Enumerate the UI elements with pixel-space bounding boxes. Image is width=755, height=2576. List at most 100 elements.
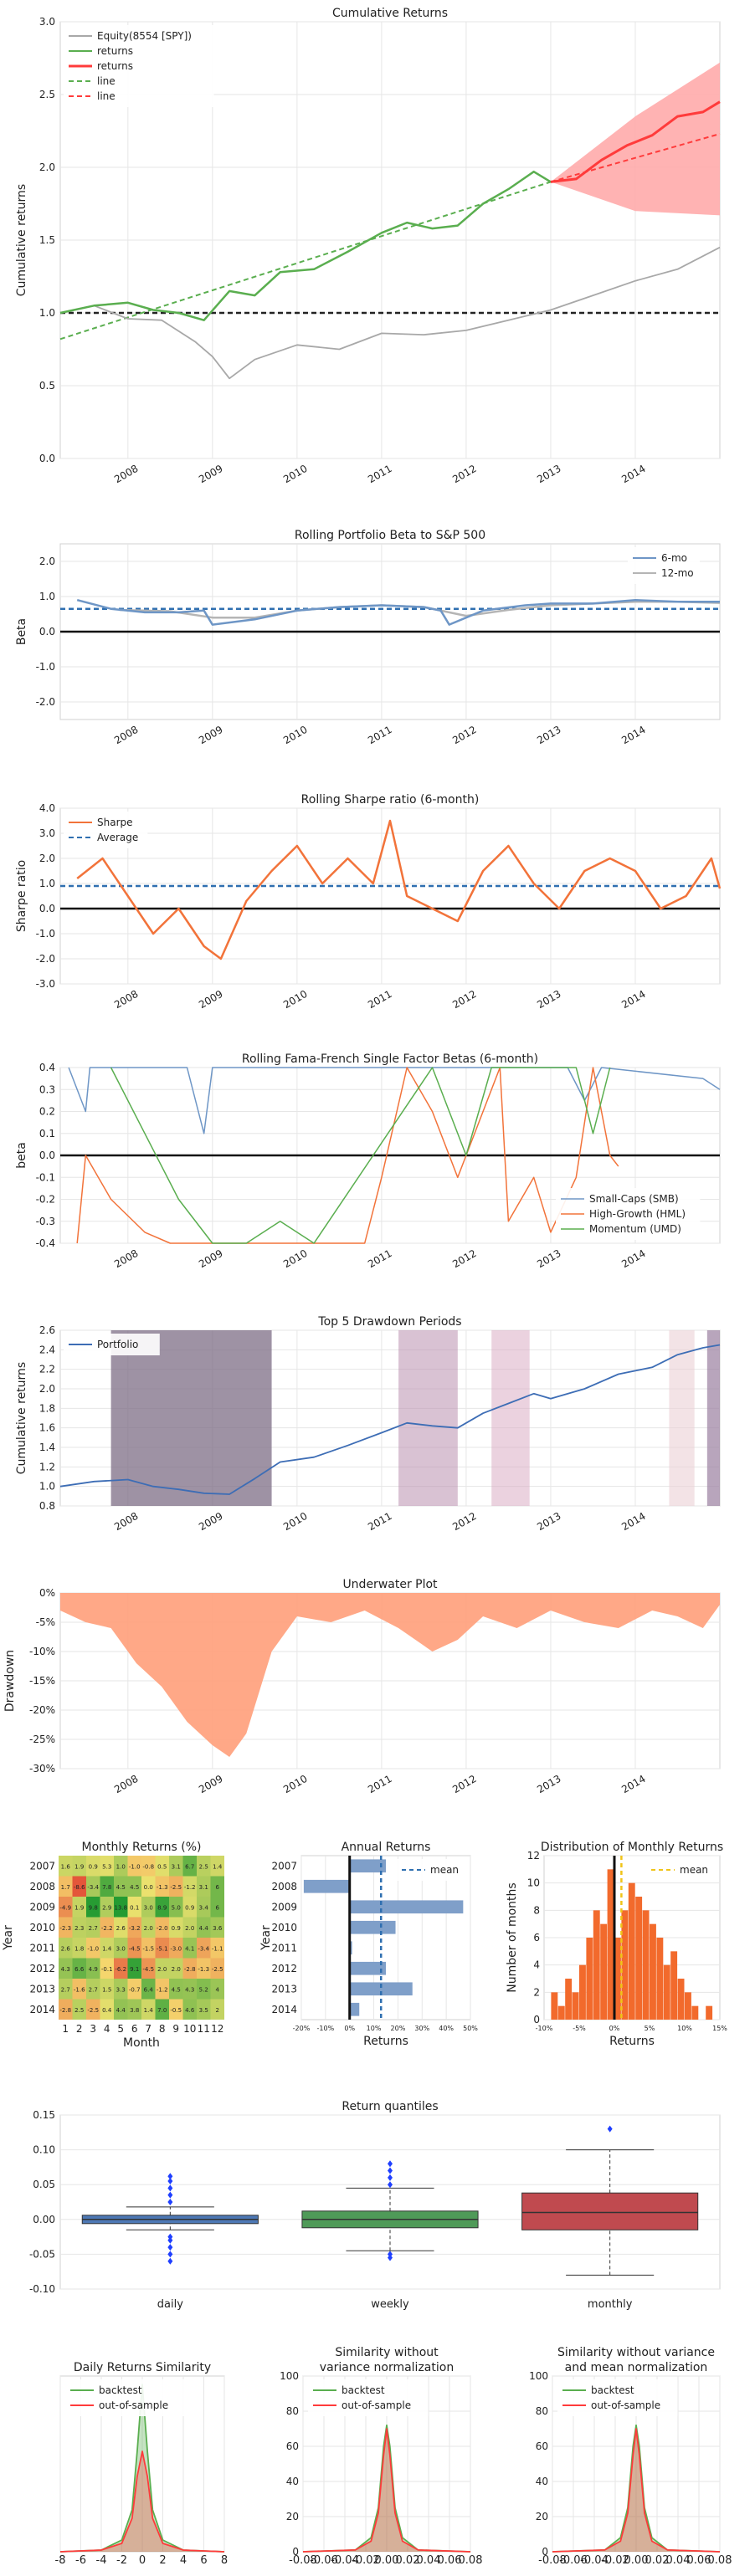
sim2-xtick-label: -0.08 [289,2554,317,2567]
beta-legend [628,547,700,584]
sim2-xtick-label: 0.06 [438,2554,462,2567]
heatmap-col-label: 12 [211,2023,223,2035]
uw-ytick-label: -10% [29,1646,55,1657]
sim1-legend-label: out-of-sample [99,2399,168,2411]
heatmap-cell-label: 4.3 [185,1986,194,1993]
sharpe-ytick-label: -2.0 [36,953,55,965]
cumret-ytick-label: 0.5 [39,380,55,392]
heatmap-col-label: 5 [117,2023,124,2035]
sim2-xtick-label: 0.00 [375,2554,399,2567]
sim2-ytick-label: 80 [286,2405,299,2417]
sharpe-xtick-label: 2008 [112,988,140,1011]
sharpe-ytick-label: 3.0 [39,827,55,839]
annual-ytick-label: 2007 [271,1860,297,1872]
quant-box [521,2192,699,2230]
heatmap-cell-label: 2.7 [89,1986,98,1993]
heatmap-ylabel: Year [2,1925,15,1951]
annual-ylabel: Year [259,1925,273,1951]
quant-xtick-label: daily [157,2298,183,2311]
cumret-legend-label: returns [97,60,133,72]
ddp-xtick-label: 2009 [197,1510,224,1533]
heatmap-cell-label: 2.0 [185,1925,194,1932]
heatmap-cell-label: 2.6 [61,1945,71,1952]
heatmap-cell-label: 3.6 [213,1925,223,1932]
sim1-series-oos [59,2451,225,2553]
heatmap-col-label: 6 [131,2023,138,2035]
sim3-ytick-label: 100 [529,2370,548,2382]
heatmap-cell [182,1897,197,1918]
ff-ytick-label: 0.4 [39,1062,55,1073]
dist-title: Distribution of Monthly Returns [541,1841,723,1854]
heatmap-cell-label: 6.4 [144,1986,154,1993]
ff-series-hml [76,1067,619,1244]
heatmap-cell-label: 4.3 [61,1966,70,1973]
heatmap-cell [197,1979,211,2000]
quant-outlier [167,2178,173,2185]
sim1-xtick-label: 8 [221,2554,228,2567]
heatmap-cell-label: 1.8 [74,1945,84,1952]
heatmap-col-label: 7 [145,2023,152,2035]
ff-ytick-label: -0.2 [36,1194,55,1206]
ff-ytick-label: 0.0 [39,1150,55,1161]
heatmap-cell [72,1979,86,2000]
heatmap-row-label: 2013 [29,1983,55,1995]
heatmap-cell [86,1917,100,1938]
sim3-ytick-label: 20 [536,2511,548,2522]
annual-title: Annual Returns [342,1841,431,1854]
sim3-legend-label: out-of-sample [591,2399,660,2411]
sharpe-title: Rolling Sharpe ratio (6-month) [301,793,480,807]
ff-legend-label: High-Growth (HML) [589,1208,686,1220]
beta-title: Rolling Portfolio Beta to S&P 500 [295,529,485,542]
sim1-title: Daily Returns Similarity [74,2361,211,2374]
heatmap-cell-label: 3.0 [144,1904,153,1911]
dist-bar [650,1923,656,2020]
heatmap-cell-label: 5.0 [172,1904,181,1911]
heatmap-cell-label: 3.4 [199,1904,209,1911]
quant-outlier [167,2199,173,2205]
sharpe-ylabel: Sharpe ratio [15,860,28,932]
sim2-series-backtest [302,2424,471,2553]
dist-bar [628,1882,635,2020]
annual-ytick-label: 2014 [271,2004,297,2015]
beta-ylabel: Beta [15,618,28,645]
heatmap-row-label: 2007 [29,1860,55,1872]
heatmap-cell [169,1876,183,1897]
heatmap-cell [141,1856,156,1877]
heatmap-cell [155,1876,169,1897]
ddp-ytick-label: 2.4 [39,1344,55,1355]
heatmap-cell-label: 4.4 [116,2007,126,2014]
uw-xtick-label: 2012 [450,1773,478,1795]
heatmap-cell [100,1917,114,1938]
sim3-ytick-label: 40 [536,2476,548,2487]
heatmap-cell [169,1917,183,1938]
ff-xtick-label: 2009 [197,1247,224,1270]
sim2-oos-area [303,2429,470,2552]
dist-xtick-label: -10% [536,2025,553,2032]
sim2-title-line1: Similarity without [335,2346,439,2359]
heatmap-cell [141,1876,156,1897]
heatmap-cell-label: 5.3 [102,1863,111,1870]
quant-outlier [167,2244,173,2251]
sim3-backtest-area [552,2425,720,2552]
heatmap-cell [197,1938,211,1959]
sim3-xtick-label: 0.04 [666,2554,691,2567]
heatmap-cell [72,1876,86,1897]
heatmap-cell-label: -2.2 [101,1925,113,1932]
heatmap-cell-label: 0.9 [89,1863,98,1870]
dist-bar [557,2005,565,2020]
heatmap-row-label: 2014 [29,2004,55,2015]
heatmap-cell-label: -2.8 [184,1966,196,1973]
beta-legend-label: 6-mo [661,552,687,564]
heatmap-cell-label: 2.3 [74,1925,84,1932]
sim1-backtest-area [60,2384,224,2552]
quant-ytick-label: 0.05 [33,2179,55,2190]
heatmap-xlabel: Month [123,2036,160,2050]
ff-xtick-label: 2013 [535,1247,562,1270]
cumret-xtick-label: 2012 [450,463,478,485]
dist-bar [600,1923,608,2020]
heatmap-col-label: 4 [104,2023,110,2035]
annual-bar [349,1859,386,1873]
quant-ytick-label: -0.05 [29,2248,55,2260]
dist-ytick-label: 10 [527,1877,540,1889]
ff-xtick-label: 2012 [450,1247,478,1270]
